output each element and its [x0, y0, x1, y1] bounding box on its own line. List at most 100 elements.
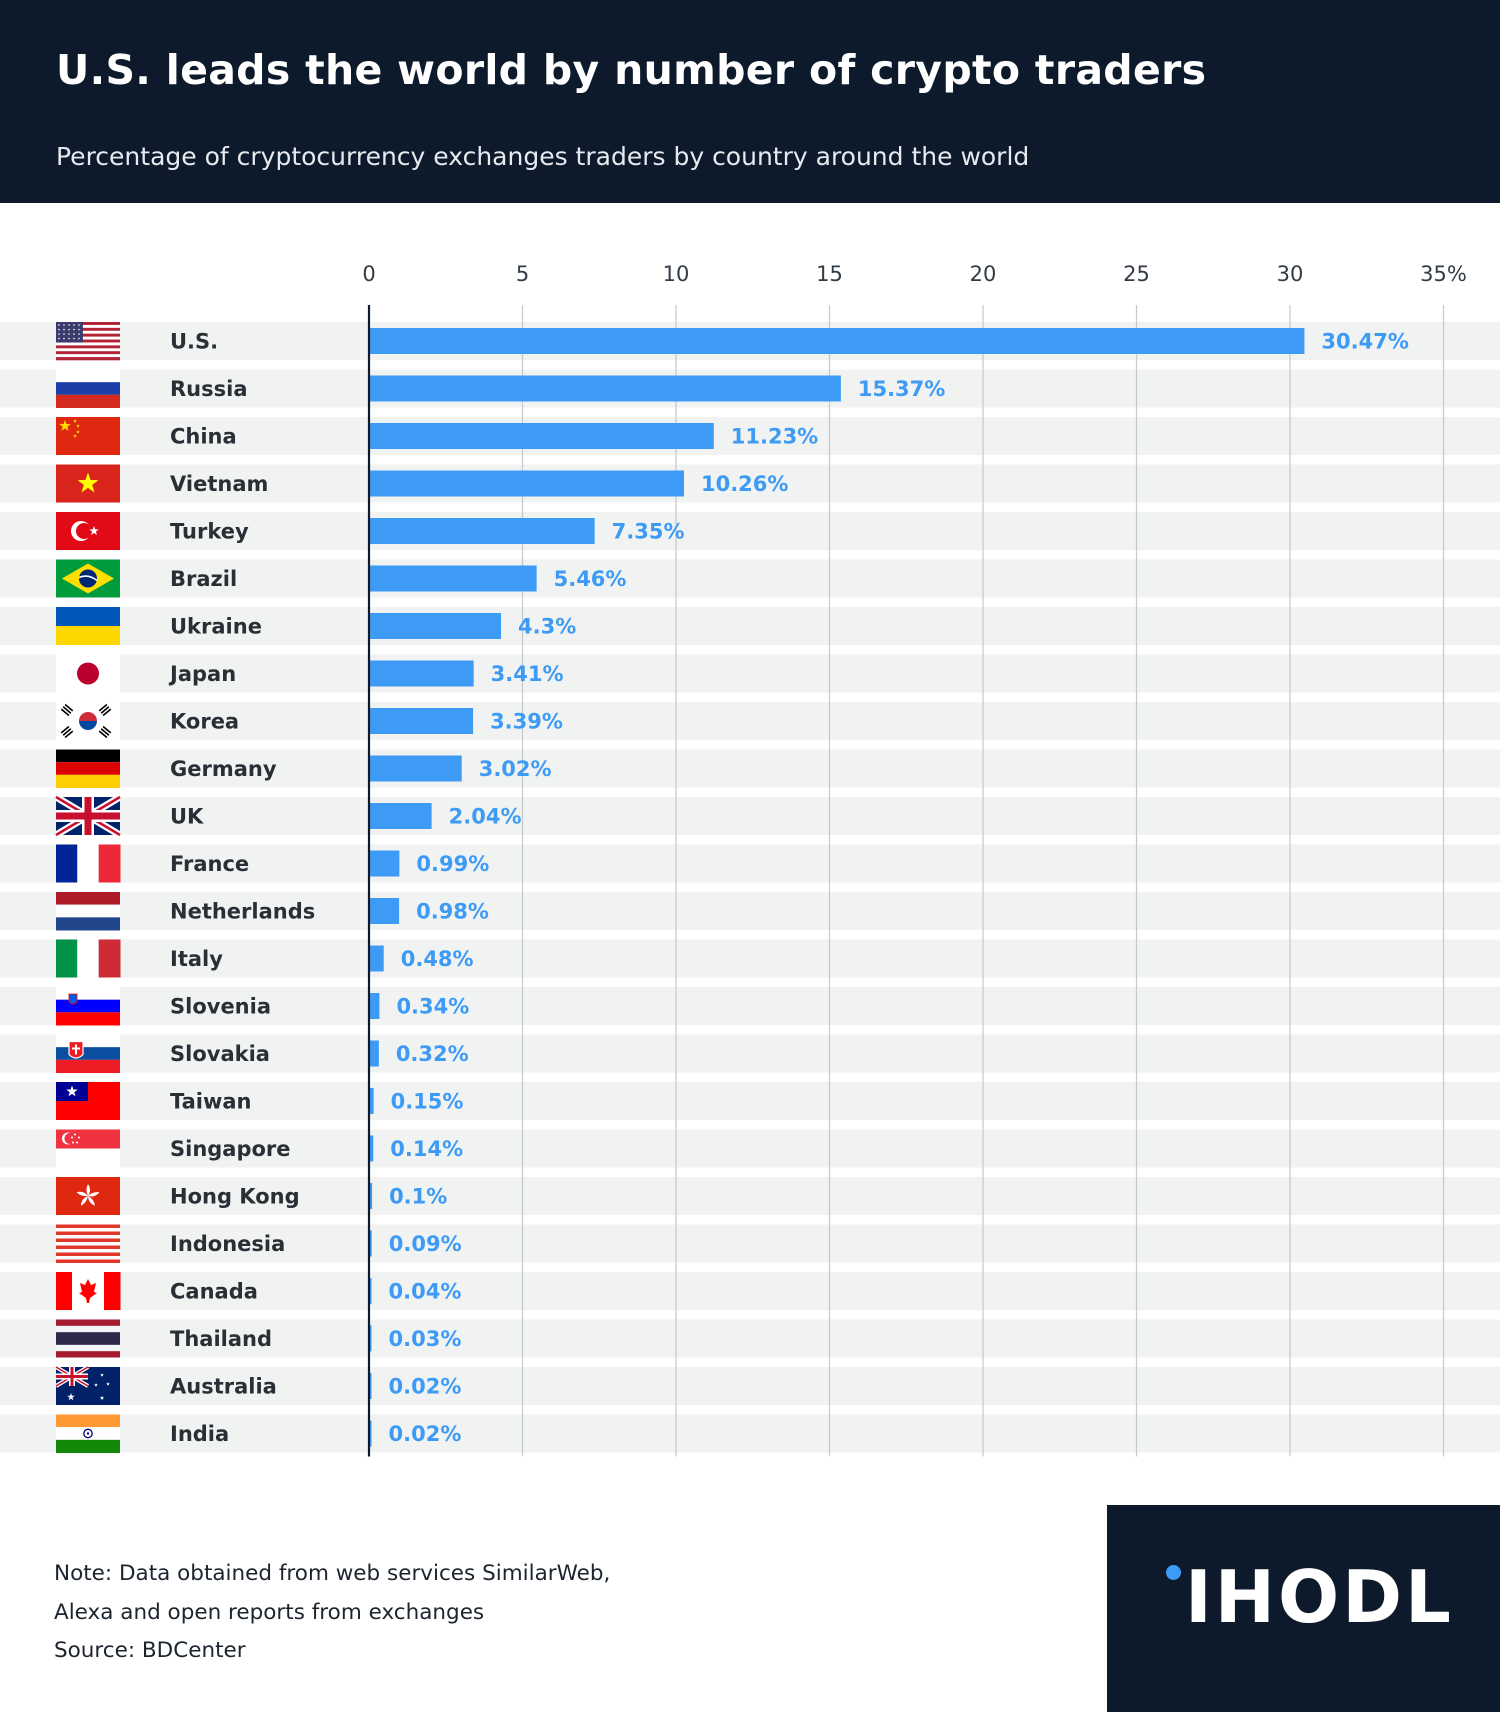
row-stripe — [0, 1082, 1500, 1120]
bar — [369, 375, 841, 402]
country-label: UK — [170, 805, 204, 829]
flag-turkey-icon — [56, 512, 120, 550]
country-label: Japan — [168, 662, 236, 686]
flag-china-icon — [56, 417, 120, 455]
logo-dot-icon — [1166, 1565, 1181, 1580]
flag-korea-icon — [56, 702, 120, 740]
row-stripes — [0, 322, 1500, 1453]
country-label: Brazil — [170, 567, 237, 591]
flag-australia-icon — [54, 1365, 120, 1405]
x-tick-label: 10 — [663, 262, 690, 286]
value-label: 3.39% — [490, 710, 563, 734]
value-label: 0.02% — [389, 1375, 462, 1399]
row-stripe — [0, 702, 1500, 740]
row-stripe — [0, 1272, 1500, 1310]
value-label: 2.04% — [449, 805, 522, 829]
country-label: Indonesia — [170, 1232, 285, 1256]
row-stripe — [0, 512, 1500, 550]
flag-indonesia-icon — [56, 1224, 120, 1263]
row-stripe — [0, 1224, 1500, 1263]
bar — [369, 423, 714, 449]
value-label: 3.02% — [479, 757, 552, 781]
flag-vietnam-icon — [56, 464, 120, 503]
country-label: Canada — [170, 1280, 258, 1304]
value-label: 0.32% — [396, 1042, 469, 1066]
footnotes: Note: Data obtained from web services Si… — [54, 1555, 610, 1671]
bar — [369, 518, 595, 544]
flag-taiwan-icon — [56, 1082, 120, 1120]
flag-italy-icon — [56, 939, 121, 978]
row-stripe — [0, 892, 1500, 930]
value-label: 0.02% — [389, 1422, 462, 1446]
bar — [369, 1278, 372, 1304]
x-tick-label: 5 — [516, 262, 529, 286]
gridlines — [521, 305, 1445, 1457]
country-label: Singapore — [170, 1137, 291, 1161]
bar — [369, 1373, 372, 1399]
bar — [369, 613, 502, 639]
flag-canada-icon — [56, 1272, 121, 1310]
flag-netherlands-icon — [56, 892, 120, 931]
value-label: 30.47% — [1321, 330, 1408, 354]
country-label: Turkey — [170, 520, 249, 544]
country-label: Korea — [170, 710, 239, 734]
bar — [369, 660, 474, 687]
country-label: Netherlands — [170, 900, 315, 924]
row-stripe — [0, 987, 1500, 1025]
note-line-1: Note: Data obtained from web services Si… — [54, 1561, 611, 1586]
flag-slovenia-icon — [56, 987, 120, 1026]
country-label: Hong Kong — [170, 1185, 300, 1209]
bar — [369, 1230, 372, 1257]
flag-us-icon — [56, 322, 120, 361]
country-label: Russia — [170, 377, 248, 401]
row-stripe — [0, 607, 1500, 645]
value-label: 15.37% — [858, 377, 945, 401]
row-stripe — [0, 1367, 1500, 1405]
country-label: China — [170, 425, 237, 449]
country-label: Taiwan — [170, 1090, 252, 1114]
bar — [369, 1135, 374, 1162]
value-label: 0.98% — [416, 900, 489, 924]
value-label: 4.3% — [518, 615, 576, 639]
bar — [369, 708, 474, 734]
country-label: Ukraine — [170, 615, 262, 639]
country-label: Slovakia — [170, 1042, 270, 1066]
bar — [369, 1420, 372, 1447]
bar — [369, 1325, 372, 1352]
brand-panel: IHODL — [1107, 1505, 1500, 1712]
row-stripe — [0, 1129, 1500, 1168]
value-label: 0.34% — [396, 995, 469, 1019]
value-label: 0.04% — [389, 1280, 462, 1304]
chart-title: U.S. leads the world by number of crypto… — [56, 46, 1207, 94]
value-label: 10.26% — [701, 472, 788, 496]
row-stripe — [0, 559, 1500, 598]
bar — [369, 803, 432, 829]
country-label: Thailand — [170, 1327, 272, 1351]
x-tick-label: 30 — [1277, 262, 1304, 286]
value-label: 7.35% — [612, 520, 685, 544]
bar — [369, 945, 384, 972]
chart-subtitle: Percentage of cryptocurrency exchanges t… — [56, 142, 1030, 171]
bars — [369, 328, 1305, 1447]
row-stripe — [0, 1319, 1500, 1358]
flag-singapore-icon — [56, 1129, 120, 1168]
value-label: 5.46% — [554, 567, 627, 591]
row-stripe — [0, 1034, 1500, 1073]
flag-ukraine-icon — [56, 607, 120, 645]
flag-brazil-icon — [56, 559, 120, 598]
country-label: France — [170, 852, 249, 876]
header-banner: U.S. leads the world by number of crypto… — [0, 0, 1500, 203]
brand-logo: IHODL — [1185, 1555, 1454, 1639]
row-stripe — [0, 939, 1500, 978]
row-stripe — [0, 749, 1500, 788]
country-label: Vietnam — [170, 472, 268, 496]
bar — [369, 755, 462, 782]
bar — [369, 1040, 379, 1067]
bar — [369, 1088, 374, 1114]
x-tick-label: 15 — [816, 262, 843, 286]
value-labels: 30.47% 15.37% 11.23% 10.26% 7.35% 5.46% 4.3% 3.… — [389, 330, 1409, 1447]
value-label: 0.99% — [416, 852, 489, 876]
country-label: Australia — [170, 1375, 277, 1399]
country-label: U.S. — [170, 330, 218, 354]
x-tick-label: 20 — [970, 262, 997, 286]
